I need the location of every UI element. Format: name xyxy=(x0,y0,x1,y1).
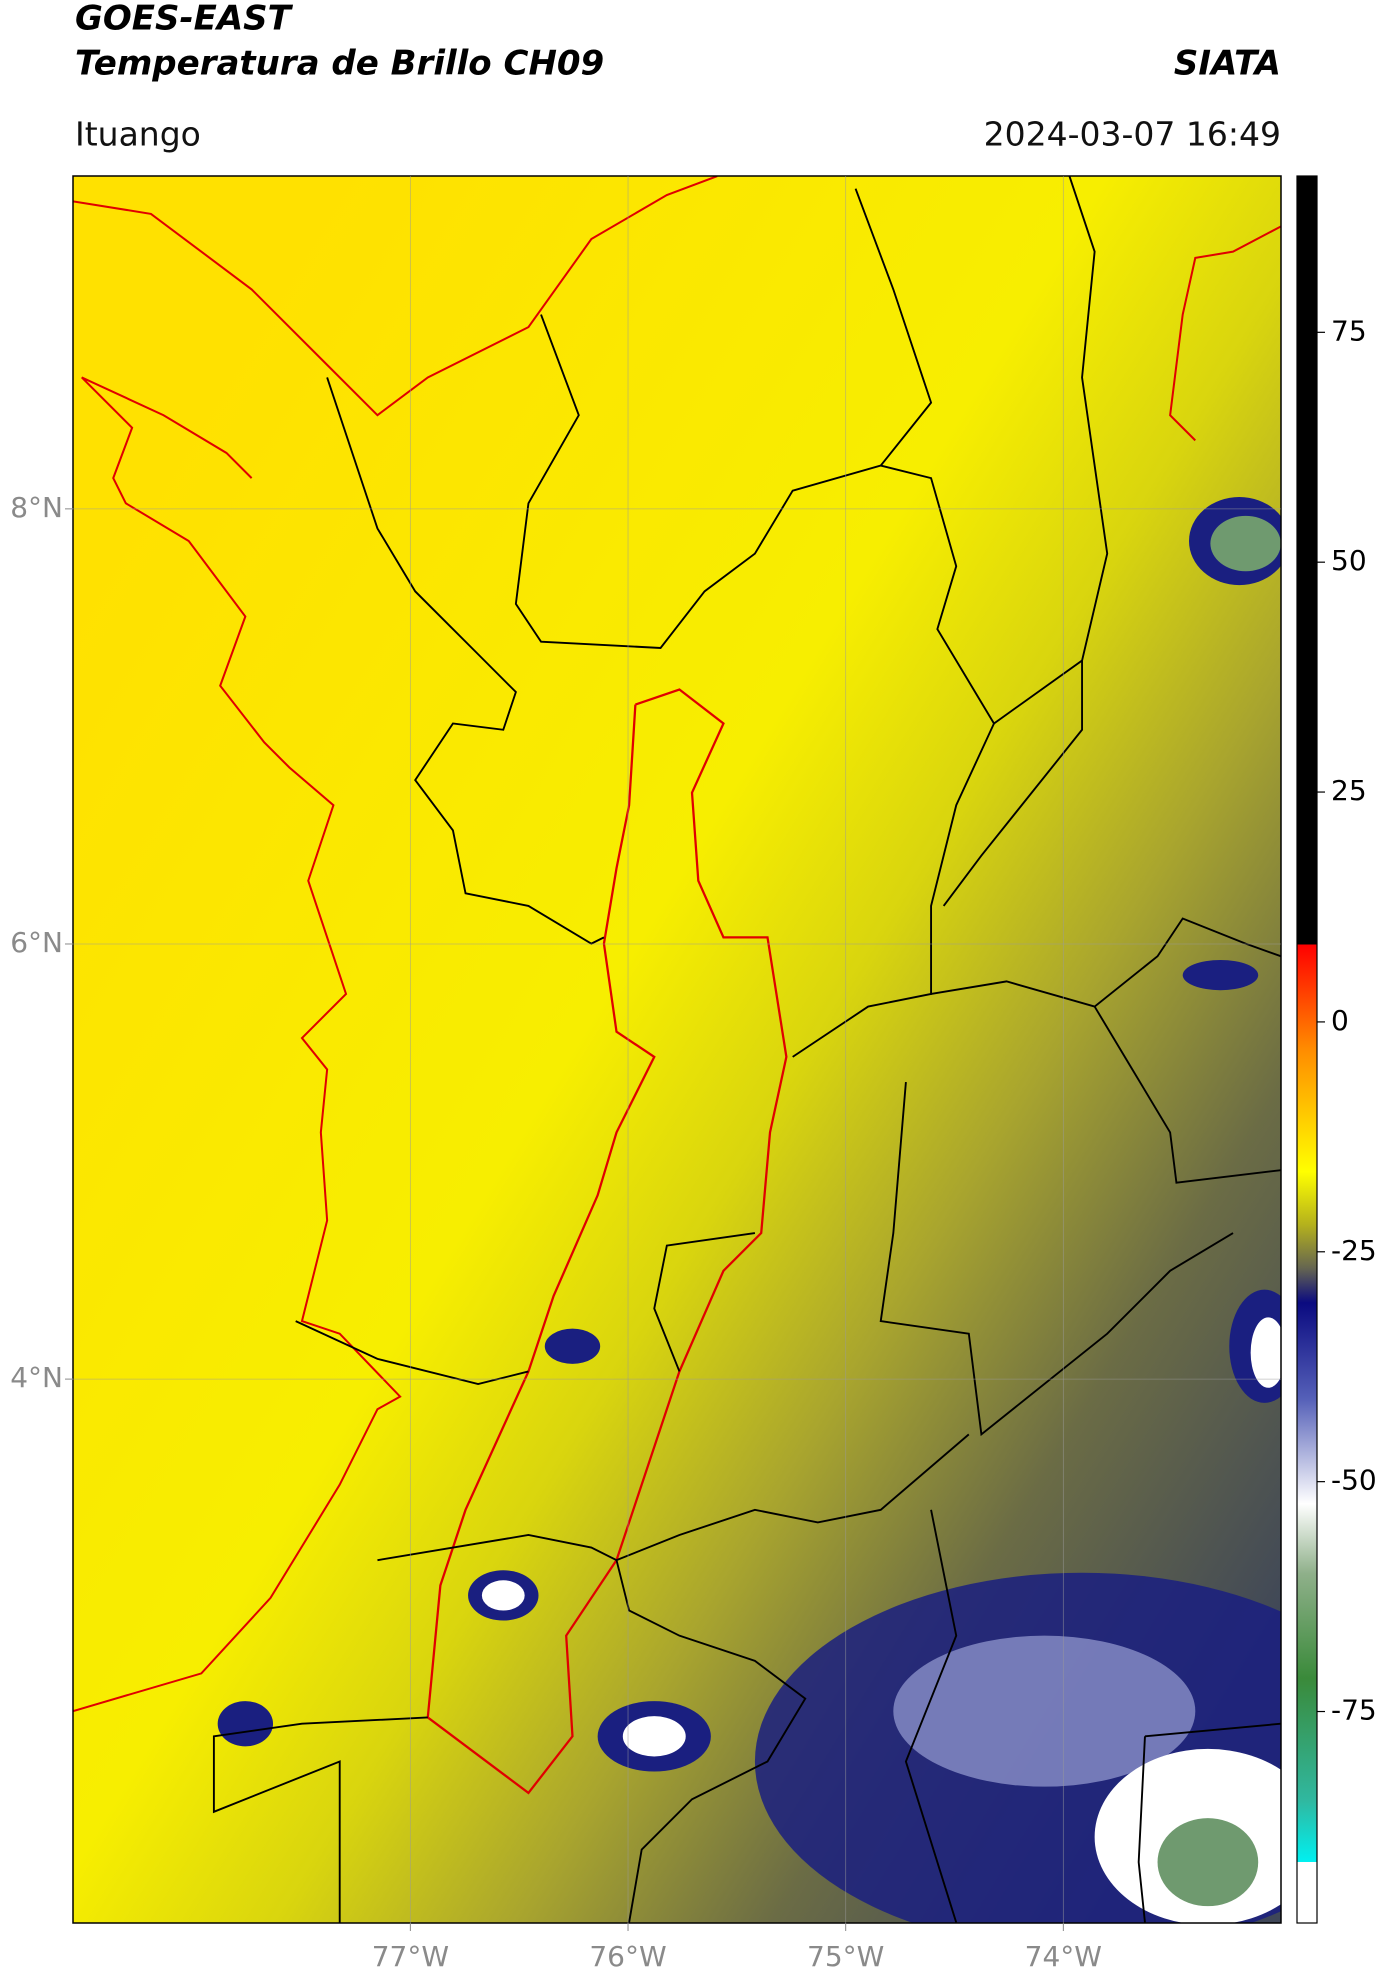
lon-tick-label: 77°W xyxy=(372,1940,449,1973)
colorbar-tick-label: 75 xyxy=(1331,314,1367,347)
coastline xyxy=(73,376,402,1713)
colorbar-tick-label: -75 xyxy=(1331,1694,1377,1727)
cloud xyxy=(544,1328,601,1364)
cloud xyxy=(1182,960,1259,991)
cloud xyxy=(622,1716,686,1757)
cloud-features xyxy=(73,176,1281,1923)
map-frame xyxy=(72,175,1282,1924)
colorbar-tick-label: 25 xyxy=(1331,774,1367,807)
coastline xyxy=(73,176,718,417)
lon-tick-label: 75°W xyxy=(807,1940,884,1973)
lat-tick-label: 8°N xyxy=(10,491,63,524)
cloud xyxy=(1250,1317,1281,1388)
cloud xyxy=(893,1635,1196,1787)
colorbar-tick-label: 0 xyxy=(1331,1004,1349,1037)
source: SIATA xyxy=(1174,44,1281,84)
lon-tick-label: 76°W xyxy=(589,1940,666,1973)
cloud xyxy=(1157,1818,1259,1907)
cloud xyxy=(1210,515,1281,572)
colorbar-tick-label: -25 xyxy=(1331,1234,1377,1267)
timestamp: 2024-03-07 16:49 xyxy=(984,115,1281,154)
colorbar xyxy=(1296,175,1318,1924)
subtitle: Temperatura de Brillo CH09 xyxy=(75,44,604,84)
cloud xyxy=(217,1701,274,1747)
lon-tick-label: 74°W xyxy=(1025,1940,1102,1973)
lat-tick-label: 6°N xyxy=(10,926,63,959)
colorbar-tick-label: -50 xyxy=(1331,1464,1377,1497)
lat-tick-label: 4°N xyxy=(10,1361,63,1394)
title: GOES-EAST xyxy=(75,0,294,39)
cloud xyxy=(481,1580,525,1611)
borders xyxy=(212,176,1281,1923)
coastline xyxy=(1169,225,1281,442)
basin-outline xyxy=(426,688,788,1795)
location: Ituango xyxy=(75,115,201,154)
colorbar-tick-label: 50 xyxy=(1331,544,1367,577)
map-field xyxy=(73,176,1281,1923)
